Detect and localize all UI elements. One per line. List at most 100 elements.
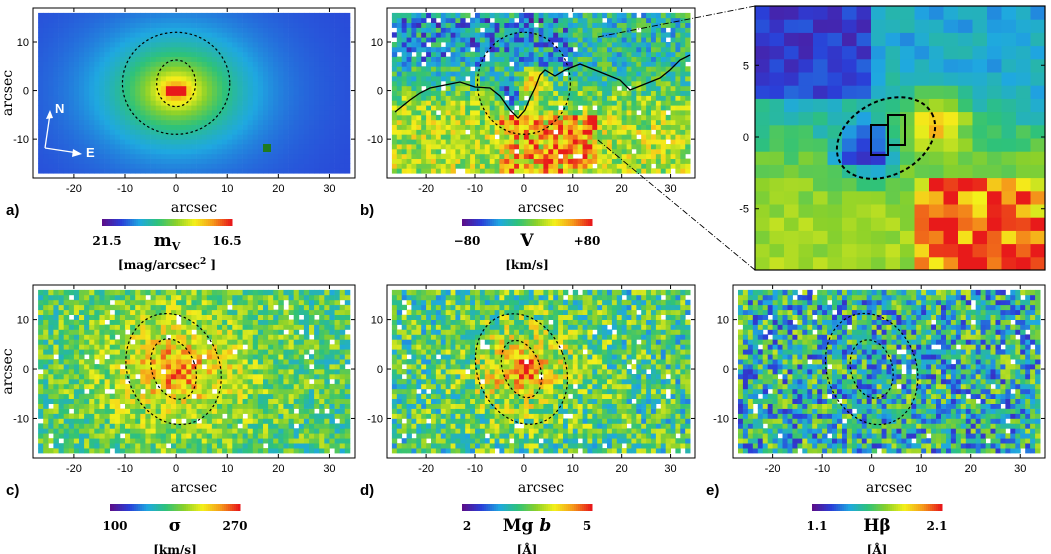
map-pixel — [391, 17, 398, 23]
map-pixel — [273, 61, 279, 67]
map-pixel — [89, 383, 95, 390]
map-pixel — [567, 37, 574, 43]
map-pixel — [567, 42, 574, 48]
map-pixel — [616, 158, 623, 164]
map-pixel — [119, 71, 126, 77]
map-pixel — [563, 134, 569, 140]
map-pixel — [298, 134, 305, 140]
map-pixel — [528, 148, 535, 155]
map-pixel — [278, 129, 284, 135]
map-pixel — [165, 80, 172, 87]
zoom-pixel — [827, 164, 843, 179]
map-pixel — [53, 119, 59, 125]
map-pixel — [440, 66, 447, 72]
map-pixel — [465, 66, 471, 72]
map-pixel — [675, 66, 681, 72]
map-pixel — [176, 17, 182, 23]
map-pixel — [119, 114, 126, 121]
map-pixel — [201, 12, 208, 19]
map-pixel — [135, 12, 141, 19]
map-pixel — [252, 110, 259, 116]
map-pixel — [181, 42, 187, 48]
map-pixel — [99, 90, 105, 96]
map-pixel — [237, 163, 243, 169]
map-pixel — [406, 90, 412, 96]
x-tick-label: 20 — [616, 183, 628, 195]
map-pixel — [406, 12, 412, 19]
map-pixel — [523, 76, 530, 82]
map-pixel — [58, 100, 65, 106]
zoom-pixel — [987, 164, 1002, 179]
map-pixel — [257, 124, 264, 130]
map-pixel — [94, 393, 100, 399]
map-pixel — [268, 12, 274, 19]
zoom-pixel — [871, 138, 886, 152]
map-pixel — [611, 110, 618, 116]
map-pixel — [421, 12, 427, 19]
map-pixel — [89, 344, 95, 350]
zoom-pixel — [871, 204, 886, 218]
map-pixel — [665, 46, 671, 53]
map-pixel — [298, 12, 305, 19]
map-pixel — [344, 158, 351, 164]
map-pixel — [298, 168, 305, 174]
map-pixel — [48, 418, 54, 424]
zoom-pixel — [769, 164, 785, 179]
map-pixel — [176, 76, 182, 82]
map-pixel — [636, 46, 642, 53]
map-pixel — [411, 114, 417, 121]
map-pixel — [470, 168, 476, 174]
map-pixel — [283, 22, 289, 28]
map-pixel — [206, 114, 213, 121]
map-pixel — [268, 80, 274, 87]
map-pixel — [273, 119, 279, 125]
map-pixel — [109, 110, 116, 116]
map-pixel — [63, 27, 70, 33]
zoom-pixel — [813, 190, 828, 205]
map-pixel — [538, 114, 544, 121]
map-pixel — [445, 119, 451, 125]
map-pixel — [587, 168, 593, 174]
map-pixel — [73, 37, 80, 43]
map-pixel — [646, 100, 652, 106]
map-pixel — [499, 80, 505, 87]
map-pixel — [494, 124, 500, 130]
map-pixel — [278, 22, 284, 28]
map-pixel — [242, 37, 249, 43]
map-pixel — [465, 90, 471, 96]
map-pixel — [592, 168, 598, 174]
zoom-pixel — [1016, 85, 1031, 99]
map-pixel — [181, 90, 187, 96]
map-pixel — [665, 168, 671, 174]
map-pixel — [186, 100, 192, 106]
map-pixel — [237, 56, 243, 62]
map-pixel — [607, 66, 613, 72]
map-pixel — [572, 66, 579, 72]
map-pixel — [211, 56, 218, 62]
map-pixel — [616, 148, 623, 155]
map-pixel — [43, 114, 49, 121]
zoom-pixel — [813, 124, 828, 139]
map-pixel — [489, 22, 495, 28]
map-pixel — [553, 119, 559, 125]
map-pixel — [227, 71, 233, 77]
map-pixel — [460, 42, 466, 48]
map-pixel — [548, 129, 554, 135]
map-pixel — [73, 46, 80, 53]
zoom-pixel — [856, 6, 872, 20]
map-pixel — [43, 110, 49, 116]
map-pixel — [553, 148, 559, 155]
map-pixel — [406, 163, 412, 169]
colorbar-segment — [478, 219, 481, 226]
map-pixel — [288, 144, 295, 150]
map-pixel — [416, 100, 422, 106]
zoom-pixel — [885, 190, 901, 205]
map-pixel — [73, 105, 80, 111]
map-pixel — [293, 76, 300, 82]
map-pixel — [53, 309, 59, 315]
map-pixel — [543, 32, 549, 38]
colorbar-segment — [130, 219, 133, 226]
map-pixel — [631, 114, 637, 121]
map-pixel — [489, 42, 495, 48]
map-pixel — [191, 37, 197, 43]
